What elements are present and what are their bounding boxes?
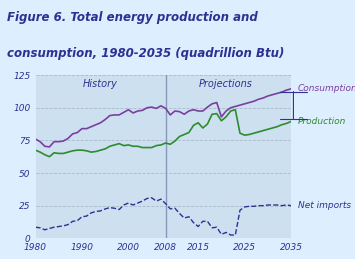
Text: consumption, 1980-2035 (quadrillion Btu): consumption, 1980-2035 (quadrillion Btu) bbox=[7, 47, 284, 60]
Text: Figure 6. Total energy production and: Figure 6. Total energy production and bbox=[7, 11, 258, 24]
Text: Production: Production bbox=[298, 117, 346, 126]
Text: Projections: Projections bbox=[199, 79, 253, 89]
Text: Net imports: Net imports bbox=[298, 201, 351, 210]
Text: Consumption: Consumption bbox=[298, 84, 355, 93]
Text: History: History bbox=[83, 79, 118, 89]
